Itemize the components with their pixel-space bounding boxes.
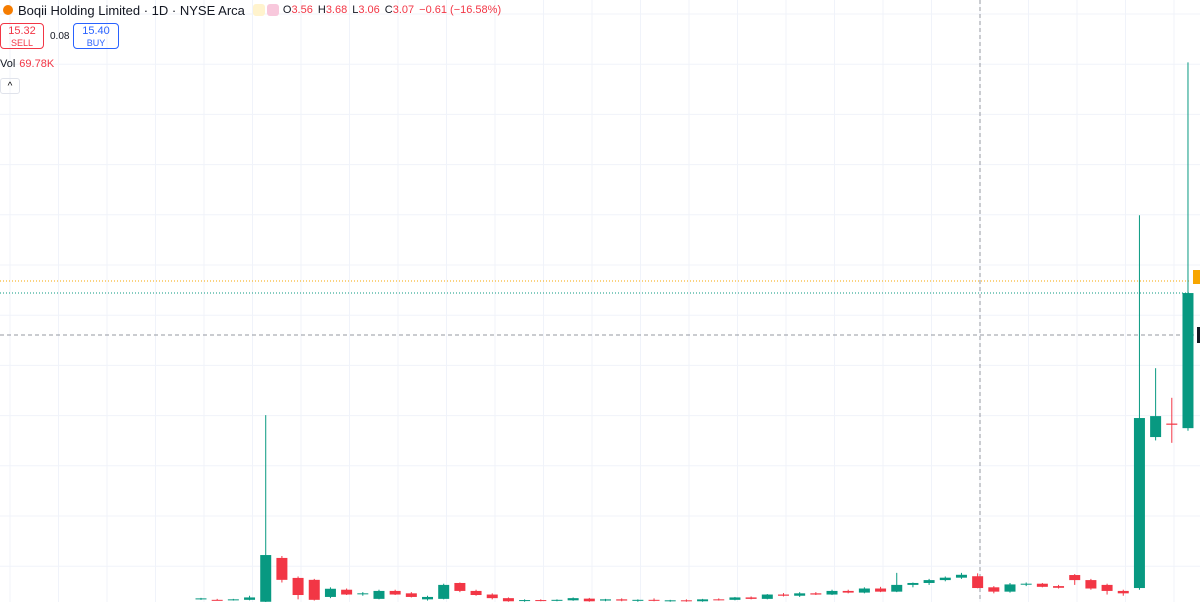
candle-body: [1166, 423, 1178, 425]
candle-body: [1020, 583, 1032, 585]
candle-body: [454, 582, 466, 591]
candle-body: [632, 599, 644, 601]
candle-body: [357, 593, 369, 595]
buy-label: BUY: [86, 38, 106, 48]
candle-body: [1117, 590, 1129, 594]
candle-body: [988, 587, 1000, 592]
symbol-header: Boqii Holding Limited · 1D · NYSE Arca O…: [0, 0, 506, 20]
candle-body: [292, 577, 304, 596]
candle-body: [907, 582, 919, 585]
candle-body: [600, 599, 611, 601]
candle-body: [535, 600, 547, 602]
candle-body: [713, 599, 725, 601]
candle-body: [810, 593, 822, 595]
candle-body: [1004, 584, 1016, 592]
candle-body: [1069, 575, 1081, 581]
candle-body: [794, 593, 806, 596]
symbol-title[interactable]: Boqii Holding Limited · 1D · NYSE Arca: [18, 2, 245, 18]
candle-body: [583, 598, 595, 602]
candle-body: [551, 599, 563, 601]
candle-body: [308, 579, 320, 600]
candle-body: [567, 598, 579, 601]
sell-label: SELL: [10, 38, 34, 48]
candle-body: [875, 588, 887, 592]
volume-legend: Vol 69.78K: [0, 58, 54, 70]
candle-body: [891, 584, 903, 592]
volume-value: 69.78K: [19, 58, 55, 70]
market-status-icon[interactable]: [252, 4, 265, 16]
candle-body: [761, 594, 773, 599]
ohlc-value: 3.68: [325, 4, 348, 16]
ohlc-key: C: [384, 4, 393, 16]
candle-body: [195, 598, 207, 600]
ohlc-key: H: [317, 4, 326, 16]
candle-body: [777, 594, 789, 596]
spread: 0.08: [50, 31, 70, 42]
candle-body: [955, 574, 967, 578]
crosshair-marker: [1197, 327, 1200, 343]
candle-body: [1182, 293, 1194, 429]
candle-body: [745, 597, 757, 599]
candle-body: [324, 588, 336, 597]
candle-body: [616, 599, 628, 601]
candle-body: [923, 580, 935, 583]
candle-body: [276, 557, 288, 580]
candle-body: [1101, 584, 1113, 591]
candle-body: [244, 597, 256, 600]
ohlc-value: 3.06: [358, 4, 380, 16]
candle-body: [1036, 583, 1048, 587]
candle-body: [1085, 580, 1097, 589]
ohlc-change: −0.61 (−16.58%): [419, 4, 502, 16]
candle-body: [211, 599, 223, 601]
ohlc-legend: O3.56 H3.68 L3.06 C3.07 −0.61 (−16.58%): [283, 4, 506, 16]
candle-body: [858, 588, 870, 593]
candle-body: [1053, 586, 1065, 588]
candle-body: [227, 599, 239, 601]
candle-body: [664, 600, 676, 602]
collapse-button[interactable]: ^: [0, 78, 20, 94]
symbol-logo: [3, 5, 13, 15]
ohlc-key: L: [352, 4, 359, 16]
candle-body: [405, 593, 417, 597]
candle-body: [842, 590, 854, 593]
candle-body: [697, 599, 709, 602]
data-icon[interactable]: [266, 4, 279, 16]
candle-body: [486, 594, 498, 599]
buy-button[interactable]: 15.40 BUY: [73, 23, 119, 49]
ohlc-value: 3.56: [291, 4, 313, 16]
candle-body: [939, 577, 951, 581]
candle-body: [680, 600, 692, 602]
ohlc-key: O: [282, 4, 292, 16]
candle-body: [502, 598, 514, 602]
candle-body: [438, 584, 450, 599]
candle-body: [389, 590, 401, 595]
candle-body: [373, 590, 385, 599]
sell-price: 15.32: [8, 25, 36, 37]
candle-body: [1150, 416, 1162, 438]
candle-body: [729, 597, 741, 600]
buy-price: 15.40: [82, 25, 110, 37]
candle-body: [826, 590, 838, 595]
sell-button[interactable]: 15.32 SELL: [0, 23, 44, 49]
candle-body: [422, 596, 434, 600]
candle-body: [1133, 418, 1145, 589]
candle-body: [972, 576, 984, 589]
candle-body: [648, 599, 660, 601]
candle-body: [341, 589, 353, 595]
ohlc-value: 3.07: [392, 4, 415, 16]
candle-body: [260, 555, 272, 602]
volume-label: Vol: [0, 58, 16, 70]
price-marker: [1193, 270, 1200, 284]
candle-body: [470, 590, 482, 596]
candle-body: [519, 600, 531, 602]
